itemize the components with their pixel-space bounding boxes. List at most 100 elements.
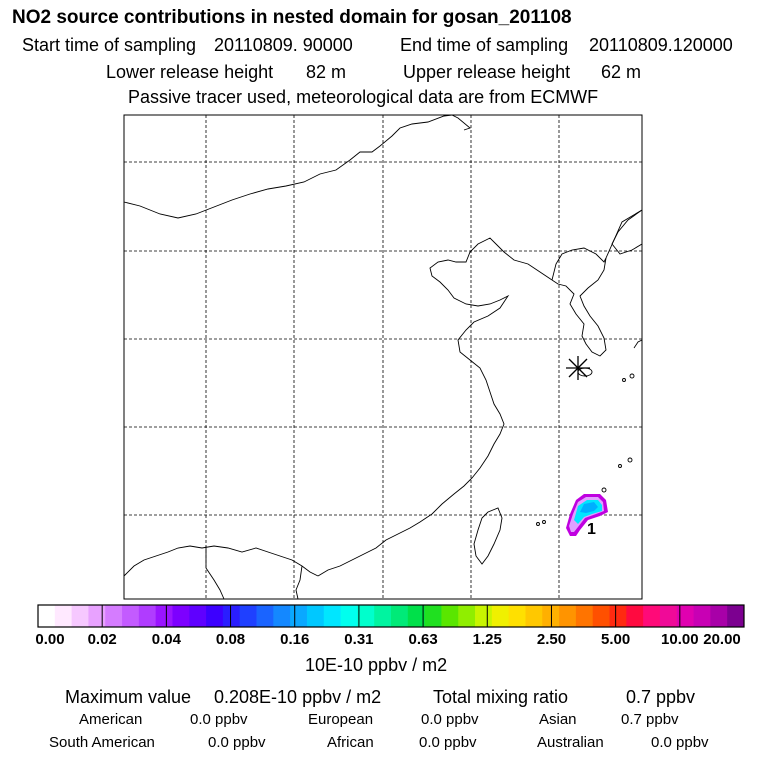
plume-peak xyxy=(580,502,598,513)
colorbar-swatch xyxy=(693,605,711,627)
colorbar-swatch xyxy=(407,605,426,627)
vietnam-border xyxy=(295,565,303,600)
colorbar-tick-label: 0.02 xyxy=(87,631,117,648)
japan-islet xyxy=(633,339,643,349)
colorbar-unit: 10E-10 ppbv / m2 xyxy=(305,655,448,675)
islet xyxy=(629,373,635,379)
region-south-american-value: 0.0 ppbv xyxy=(208,734,266,751)
region-american-label: American xyxy=(79,711,143,728)
colorbar-swatch xyxy=(643,605,661,627)
russia-border-east xyxy=(605,209,643,259)
colorbar-tick-label: 0.31 xyxy=(344,631,374,648)
islet xyxy=(536,522,540,526)
colorbar-tick-label: 2.50 xyxy=(536,631,567,648)
colorbar-swatch xyxy=(206,605,224,627)
taiwan-coastline xyxy=(473,507,503,565)
colorbar-swatch xyxy=(391,605,409,627)
korea-coastline xyxy=(551,257,607,357)
colorbar-swatch xyxy=(256,605,274,627)
region-asian-value: 0.7 ppbv xyxy=(621,711,679,728)
graticule xyxy=(124,115,642,599)
start-time-label: Start time of sampling xyxy=(22,35,197,55)
lower-release-label: Lower release height xyxy=(106,62,274,82)
islet xyxy=(618,464,622,468)
colorbar-swatch xyxy=(491,605,510,627)
islet xyxy=(627,457,633,463)
coastlines-borders xyxy=(123,114,643,600)
colorbar-tick-label: 1.25 xyxy=(472,631,502,648)
total-mixing-label: Total mixing ratio xyxy=(433,687,569,707)
upper-release-value: 62 m xyxy=(601,62,642,82)
laos-border xyxy=(205,546,225,600)
region-european-value: 0.0 ppbv xyxy=(421,711,479,728)
islet xyxy=(542,520,546,524)
colorbar-swatch xyxy=(122,605,140,627)
china-korea-border xyxy=(551,247,607,281)
lower-release-value: 82 m xyxy=(306,62,347,82)
colorbar-swatch xyxy=(38,605,56,627)
colorbar-swatch xyxy=(575,605,594,627)
end-time-label: End time of sampling xyxy=(400,35,569,55)
colorbar-swatch xyxy=(222,605,241,627)
colorbar-swatch xyxy=(105,605,123,627)
colorbar-tick-label: 20.00 xyxy=(703,631,741,648)
colorbar-swatch xyxy=(592,605,610,627)
region-australian-value: 0.0 ppbv xyxy=(651,734,709,751)
colorbar-swatch xyxy=(508,605,526,627)
colorbar-swatch xyxy=(239,605,257,627)
colorbar-swatch xyxy=(710,605,728,627)
colorbar-swatch xyxy=(458,605,476,627)
colorbar-tick-label: 0.08 xyxy=(215,631,246,648)
colorbar-swatch xyxy=(374,605,392,627)
colorbar-swatch xyxy=(155,605,173,627)
colorbar-swatch xyxy=(475,605,493,627)
colorbar-swatch xyxy=(626,605,644,627)
start-time-value: 20110809. 90000 xyxy=(214,35,353,55)
colorbar-tick-label: 10.00 xyxy=(661,631,699,648)
plot-title: NO2 source contributions in nested domai… xyxy=(12,7,572,28)
plume-contours xyxy=(566,494,608,536)
max-value: 0.208E-10 ppbv / m2 xyxy=(214,687,382,707)
colorbar-swatch xyxy=(609,605,627,627)
colorbar-swatch xyxy=(357,605,375,627)
southern-china-border xyxy=(123,545,319,577)
colorbar-swatch xyxy=(54,605,73,627)
upper-release-label: Upper release height xyxy=(403,62,571,82)
colorbar-swatch xyxy=(424,605,442,627)
region-australian-label: Australian xyxy=(537,734,604,751)
china-coastline xyxy=(317,237,553,577)
receptor-marker xyxy=(566,356,590,380)
colorbar-swatch xyxy=(88,605,106,627)
colorbar-swatch xyxy=(542,605,560,627)
total-mixing-value: 0.7 ppbv xyxy=(626,687,696,707)
islet xyxy=(622,378,626,382)
max-value-label: Maximum value xyxy=(65,687,192,707)
colorbar-swatch xyxy=(138,605,157,627)
colorbar-swatch xyxy=(273,605,291,627)
japan-coastline xyxy=(611,209,643,255)
colorbar-swatch xyxy=(676,605,694,627)
colorbar-swatch xyxy=(525,605,543,627)
mongolia-border xyxy=(123,114,453,219)
region-asian-label: Asian xyxy=(539,711,577,728)
plume-label: 1 xyxy=(587,521,596,538)
region-african-label: African xyxy=(327,734,374,751)
colorbar-swatch xyxy=(290,605,308,627)
region-american-value: 0.0 ppbv xyxy=(190,711,248,728)
islet xyxy=(601,487,607,493)
data-source-note: Passive tracer used, meteorological data… xyxy=(128,87,599,107)
colorbar-swatch xyxy=(172,605,190,627)
region-european-label: European xyxy=(308,711,374,728)
colorbar-tick-label: 0.04 xyxy=(151,631,181,648)
colorbar-swatch xyxy=(340,605,358,627)
colorbar-border xyxy=(37,604,745,628)
colorbar xyxy=(37,604,745,628)
colorbar-swatch xyxy=(559,605,577,627)
colorbar-swatch xyxy=(441,605,459,627)
colorbar-tick-label: 0.00 xyxy=(35,631,65,648)
colorbar-swatch xyxy=(306,605,325,627)
colorbar-swatch xyxy=(189,605,207,627)
region-african-value: 0.0 ppbv xyxy=(419,734,477,751)
colorbar-swatch xyxy=(71,605,89,627)
